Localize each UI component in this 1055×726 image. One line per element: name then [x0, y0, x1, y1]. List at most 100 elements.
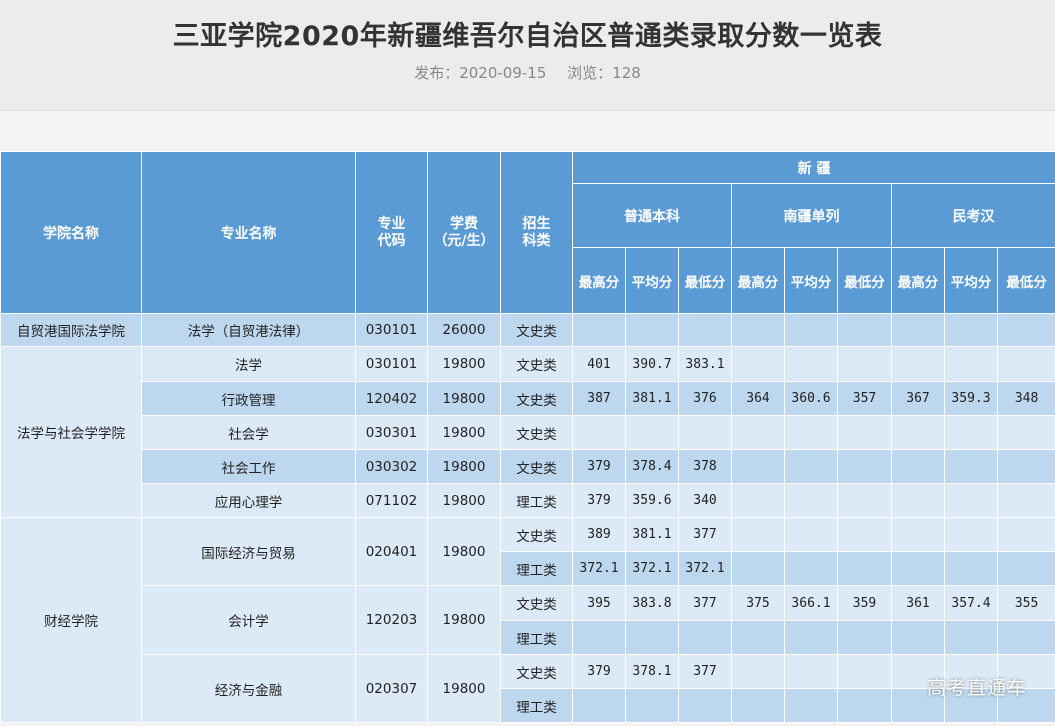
- score-cell: [996, 313, 1055, 347]
- score-cell: [996, 654, 1055, 689]
- score-cell: [996, 517, 1055, 552]
- score-cell: [678, 688, 732, 723]
- table-row: 经济与金融 020307 19800 文史类 379 378.1 377: [1, 654, 1055, 723]
- score-cell: [837, 449, 892, 484]
- subject-type-cell: 文史类: [500, 517, 573, 552]
- tuition-cell: 26000: [427, 313, 501, 347]
- score-cell: 377: [678, 654, 732, 689]
- score-cell: 375: [731, 585, 785, 621]
- table-row: 财经学院 国际经济与贸易 020401 19800 文史类 389 381.1 377: [0, 517, 1055, 723]
- table-row: 会计学 120203 19800 文史类 395 383.8 377 375 366.1 359 3…: [1, 585, 1055, 655]
- score-cell: [731, 688, 785, 723]
- score-cell: 367: [891, 381, 945, 416]
- score-cell: 357.4: [944, 585, 998, 621]
- group-header-minkaohan: 民考汉: [890, 183, 1055, 248]
- tuition-cell: 19800: [427, 449, 501, 484]
- col-header-fee: 学费 （元/生）: [427, 151, 501, 314]
- score-cell: [784, 688, 838, 723]
- score-cell: [784, 483, 838, 518]
- subject-type-cell: 理工类: [500, 620, 573, 655]
- score-cell: [837, 415, 892, 450]
- score-cell: 355: [996, 585, 1055, 621]
- score-cell: [784, 517, 838, 552]
- type-header-line2: 科类: [522, 232, 551, 249]
- major-name-cell: 会计学: [141, 585, 356, 655]
- page-title: 三亚学院2020年新疆维吾尔自治区普通类录取分数一览表: [172, 21, 883, 52]
- score-cell: [996, 620, 1055, 655]
- table-row: 社会学 030301 19800 文史类: [1, 415, 1055, 450]
- score-cell: [891, 313, 945, 347]
- major-name-cell: 经济与金融: [141, 654, 356, 723]
- major-name-cell: 法学（自贸港法律）: [141, 313, 356, 347]
- score-cell: [837, 483, 892, 518]
- major-code-cell: 120203: [355, 585, 428, 655]
- score-cell: [996, 483, 1055, 518]
- score-cell: [891, 620, 945, 655]
- score-cell: [837, 620, 892, 655]
- code-header-line2: 代码: [377, 232, 406, 249]
- score-cell: [731, 551, 785, 586]
- score-cell: [731, 654, 785, 689]
- score-cell: [944, 517, 998, 552]
- subheader-min: 最低分: [837, 247, 892, 314]
- major-code-cell: 020307: [355, 654, 428, 723]
- score-cell: 379: [572, 654, 626, 689]
- score-cell: 378.4: [625, 449, 679, 484]
- score-cell: 401: [572, 346, 626, 382]
- score-cell: 377: [678, 585, 732, 621]
- score-cell: 379: [572, 449, 626, 484]
- score-cell: [784, 551, 838, 586]
- score-cell: 395: [572, 585, 626, 621]
- score-cell: [678, 620, 732, 655]
- score-cell: [944, 483, 998, 518]
- score-cell: 359: [837, 585, 892, 621]
- major-code-cell: 030101: [355, 313, 428, 347]
- table-row: 法学与社会学学院 法学 030101 19800 文史类 401 390.7 383.1: [0, 346, 1055, 518]
- subject-type-cell: 文史类: [500, 415, 573, 450]
- major-code-cell: 071102: [355, 483, 428, 518]
- major-name-cell: 行政管理: [141, 381, 356, 416]
- score-cell: [678, 415, 732, 450]
- score-subheader-row: 最高分 平均分 最低分 最高分 平均分 最低分 最高分 平均分 最低分: [1, 247, 1055, 314]
- score-cell: [944, 449, 998, 484]
- college-name-cell: 自贸港国际法学院: [0, 313, 142, 347]
- score-cell: 348: [996, 381, 1055, 416]
- region-header: 新 疆: [571, 151, 1055, 184]
- score-cell: [625, 313, 679, 347]
- subject-type-cell: 理工类: [500, 551, 573, 586]
- score-cell: [572, 688, 626, 723]
- score-cell: 387: [572, 381, 626, 416]
- table-row: 理工类: [1, 688, 1055, 723]
- major-name-cell: 国际经济与贸易: [141, 517, 356, 586]
- table-row: 自贸港国际法学院 法学（自贸港法律） 030101 26000 文史类: [0, 313, 1055, 347]
- publish-date: 发布：2020-09-15: [414, 64, 547, 82]
- score-cell: [837, 346, 892, 382]
- major-name-cell: 社会学: [141, 415, 356, 450]
- score-cell: [625, 415, 679, 450]
- subheader-min: 最低分: [996, 247, 1055, 314]
- score-cell: [784, 620, 838, 655]
- score-cell: [731, 415, 785, 450]
- tuition-cell: 19800: [427, 381, 501, 416]
- group-header-regular: 普通本科: [572, 183, 732, 248]
- subheader-avg: 平均分: [944, 247, 998, 314]
- score-cell: [891, 551, 945, 586]
- score-cell: 359.6: [625, 483, 679, 518]
- tuition-cell: 19800: [427, 585, 501, 655]
- college-name-cell: 法学与社会学学院: [0, 346, 142, 518]
- score-cell: [996, 688, 1055, 723]
- score-cell: [837, 551, 892, 586]
- score-cell: [944, 415, 998, 450]
- score-cell: 376: [678, 381, 732, 416]
- subject-type-cell: 文史类: [500, 449, 573, 484]
- score-cell: [891, 415, 945, 450]
- subject-type-cell: 文史类: [500, 313, 573, 347]
- subheader-max: 最高分: [572, 247, 626, 314]
- score-cell: 359.3: [944, 381, 998, 416]
- score-cell: [784, 449, 838, 484]
- tuition-cell: 19800: [427, 346, 501, 382]
- subheader-max: 最高分: [891, 247, 945, 314]
- score-cell: [678, 313, 732, 347]
- score-cell: [891, 517, 945, 552]
- subject-type-cell: 文史类: [500, 585, 573, 621]
